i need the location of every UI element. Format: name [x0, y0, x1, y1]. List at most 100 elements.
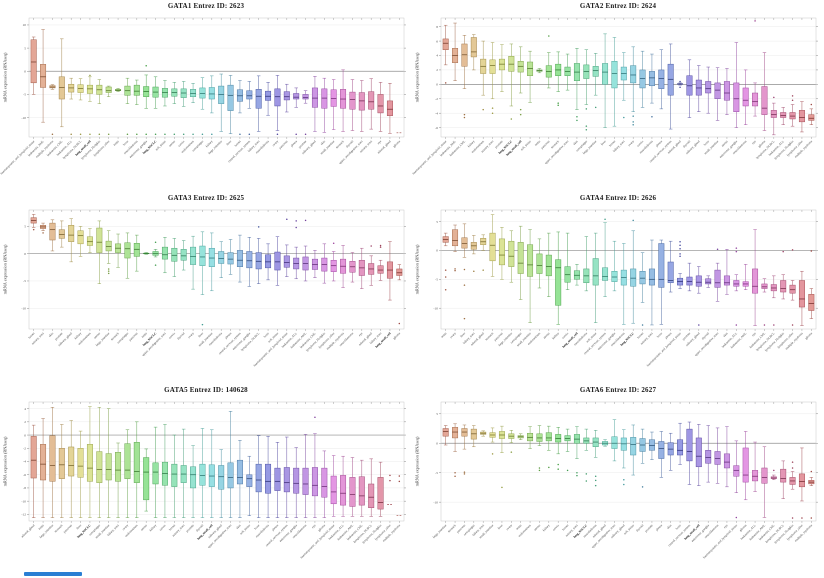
- svg-text:-6: -6: [435, 126, 438, 130]
- panel-gata5: GATA5 Entrez ID: 140628 4 2 0 -2 -4 -6 -8 -10 -1…: [0, 384, 412, 576]
- svg-text:cervix: cervix: [636, 139, 645, 148]
- chart-title-gata2: GATA2 Entrez ID: 2624: [579, 2, 657, 10]
- svg-text:-5: -5: [435, 471, 438, 475]
- svg-text:ovary: ovary: [505, 523, 513, 531]
- svg-text:-12: -12: [21, 513, 26, 517]
- svg-text:uterus: uterus: [140, 523, 149, 532]
- svg-text:pleura: pleura: [290, 139, 299, 148]
- svg-text:bone: bone: [263, 331, 271, 339]
- svg-text:5: 5: [436, 412, 438, 416]
- svg-text:glioma: glioma: [392, 331, 401, 340]
- svg-text:uterus: uterus: [542, 331, 551, 340]
- svg-text:2: 2: [436, 68, 438, 72]
- svg-text:cervix: cervix: [158, 523, 167, 532]
- svg-text:stomach: stomach: [484, 331, 494, 341]
- svg-text:thyroid: thyroid: [176, 331, 185, 340]
- svg-text:0: 0: [436, 441, 438, 445]
- svg-text:prostate: prostate: [644, 523, 654, 533]
- svg-text:liver: liver: [459, 331, 466, 338]
- svg-text:testis: testis: [112, 139, 120, 147]
- svg-text:breast: breast: [27, 331, 35, 339]
- svg-text:pleura: pleura: [655, 523, 664, 532]
- svg-text:large_intestine: large_intestine: [432, 523, 448, 539]
- svg-text:pleura: pleura: [224, 331, 233, 340]
- panel-gata6: GATA6 Entrez ID: 2627 5 0 -5 -10 large_intes…: [412, 384, 824, 576]
- svg-text:0: 0: [436, 83, 438, 87]
- svg-text:glioma: glioma: [392, 139, 401, 148]
- svg-text:liver: liver: [225, 139, 232, 146]
- svg-text:uterus: uterus: [168, 139, 177, 148]
- svg-text:-10: -10: [433, 500, 438, 504]
- svg-text:mRNA expression (RNAseq): mRNA expression (RNAseq): [415, 436, 420, 486]
- svg-text:prostate: prostate: [185, 523, 195, 533]
- svg-text:liver: liver: [75, 523, 82, 530]
- panel-gata2: GATA2 Entrez ID: 2624 8 6 4 2 0 -2 -4 -6 haemato…: [412, 0, 824, 192]
- svg-text:stomach: stomach: [110, 331, 120, 341]
- svg-text:thyroid: thyroid: [635, 523, 644, 532]
- svg-text:bone: bone: [675, 523, 683, 531]
- svg-text:mRNA expression (RNAseq): mRNA expression (RNAseq): [415, 52, 420, 102]
- svg-text:soft_tissue: soft_tissue: [239, 523, 252, 536]
- svg-text:0: 0: [436, 249, 438, 253]
- chart-title-gata3: GATA3 Entrez ID: 2625: [167, 194, 245, 202]
- svg-text:ovary: ovary: [627, 139, 635, 147]
- svg-text:uterus: uterus: [720, 139, 729, 148]
- svg-text:pleura: pleura: [271, 523, 280, 532]
- svg-text:pancreas: pancreas: [540, 139, 551, 150]
- svg-text:0: 0: [24, 252, 26, 256]
- svg-text:adrenal_gland: adrenal_gland: [20, 523, 36, 539]
- svg-text:-5: -5: [23, 93, 26, 97]
- svg-text:bone: bone: [122, 139, 130, 147]
- panel-gata1: GATA1 Entrez ID: 2623 10 5 0 -5 -10 haematopo…: [0, 0, 412, 192]
- svg-text:-6: -6: [23, 473, 26, 477]
- svg-text:2: 2: [24, 420, 26, 424]
- svg-text:soft_tissue: soft_tissue: [623, 523, 636, 536]
- svg-text:cervix: cervix: [561, 331, 570, 340]
- svg-text:cervix: cervix: [177, 139, 186, 148]
- svg-text:prostate: prostate: [54, 331, 64, 341]
- svg-text:liver: liver: [197, 331, 204, 338]
- svg-text:testis: testis: [141, 331, 149, 339]
- svg-text:breast: breast: [636, 331, 644, 339]
- svg-text:bone: bone: [656, 331, 664, 339]
- svg-text:breast: breast: [234, 139, 242, 147]
- svg-text:skin: skin: [572, 139, 579, 146]
- svg-text:stomach: stomach: [550, 139, 560, 149]
- chart-title-gata1: GATA1 Entrez ID: 2623: [167, 2, 245, 10]
- svg-text:-2: -2: [435, 97, 438, 101]
- svg-text:eye: eye: [311, 523, 317, 529]
- svg-text:pleura: pleura: [664, 331, 673, 340]
- svg-text:breast: breast: [168, 523, 176, 531]
- svg-text:4: 4: [436, 54, 438, 58]
- svg-text:glioma: glioma: [317, 523, 326, 532]
- svg-text:kidney: kidney: [205, 139, 214, 148]
- boxplot-gata1: 10 5 0 -5 -10 haematopoietic_and_lymphoid_tis…: [0, 17, 406, 175]
- svg-text:thyroid: thyroid: [345, 139, 354, 148]
- svg-text:mRNA expression (RNAseq): mRNA expression (RNAseq): [3, 244, 8, 294]
- svg-text:eye: eye: [751, 331, 757, 337]
- svg-text:testis: testis: [37, 523, 45, 531]
- svg-text:thyroid: thyroid: [701, 331, 710, 340]
- svg-text:haematopoietic_and_lymphoid_ti: haematopoietic_and_lymphoid_tissue: [412, 139, 448, 175]
- bottom-left-blue-bar: [24, 572, 82, 576]
- svg-text:cervix: cervix: [552, 523, 561, 532]
- svg-text:skin: skin: [666, 523, 673, 530]
- svg-text:pancreas: pancreas: [278, 139, 289, 150]
- svg-text:pleura: pleura: [655, 139, 664, 148]
- svg-text:breast: breast: [608, 139, 616, 147]
- svg-text:testis: testis: [515, 523, 523, 531]
- svg-text:glioma: glioma: [804, 331, 813, 340]
- svg-text:soft_tissue: soft_tissue: [154, 139, 167, 152]
- svg-text:eye: eye: [376, 139, 382, 145]
- svg-text:ovary: ovary: [271, 139, 279, 147]
- chart-title-gata5: GATA5 Entrez ID: 140628: [164, 386, 248, 394]
- svg-text:glioma: glioma: [738, 523, 747, 532]
- svg-text:mRNA expression (RNAseq): mRNA expression (RNAseq): [3, 436, 8, 486]
- svg-text:bone: bone: [703, 139, 711, 147]
- svg-text:skin: skin: [320, 139, 327, 146]
- chart-title-gata4: GATA4 Entrez ID: 2626: [579, 194, 657, 202]
- svg-text:-4: -4: [435, 111, 438, 115]
